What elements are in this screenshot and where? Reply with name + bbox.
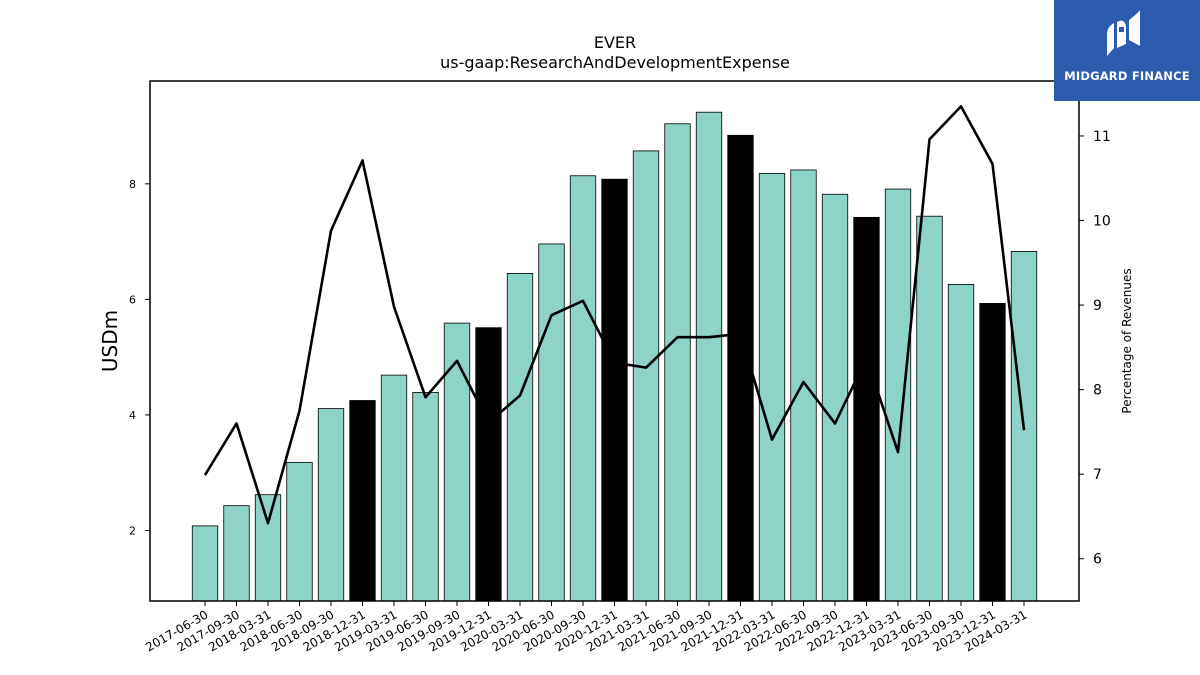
bar-2019-03-31 xyxy=(380,374,408,602)
bar-2021-06-30 xyxy=(664,123,691,602)
midgard-finance-logo: MIDGARD FINANCE xyxy=(1054,0,1200,101)
left-axis-ticks: 2 4 6 8 xyxy=(129,178,150,538)
y-axis-label: USDm xyxy=(98,310,122,372)
bar-2021-03-31 xyxy=(632,150,660,602)
bar-2020-03-31 xyxy=(506,272,534,602)
bar-2019-06-30 xyxy=(412,392,439,602)
bar-2022-09-30 xyxy=(821,193,849,602)
right-tick-label: 6 xyxy=(1093,552,1102,568)
bar-2018-12-31 xyxy=(349,400,376,602)
bar-2020-09-30 xyxy=(569,175,597,602)
left-tick-label: 2 xyxy=(129,525,136,538)
ratio-line xyxy=(203,105,1026,525)
bar-2019-09-30 xyxy=(443,322,471,602)
bar-2023-09-30 xyxy=(947,283,975,602)
bar-2022-03-31 xyxy=(758,173,786,602)
left-tick-label: 4 xyxy=(129,409,136,422)
chart-title: EVER xyxy=(594,33,636,52)
right-tick-label: 8 xyxy=(1093,383,1102,399)
right-tick-label: 7 xyxy=(1093,467,1102,483)
bar-2017-06-30 xyxy=(191,525,219,602)
y2-axis-label: Percentage of Revenues xyxy=(1120,268,1134,413)
left-tick-label: 6 xyxy=(129,293,136,306)
bar-2021-09-30 xyxy=(695,111,723,602)
bar-group xyxy=(191,111,1038,602)
bar-2017-09-30 xyxy=(223,505,250,602)
right-tick-label: 9 xyxy=(1093,298,1102,314)
bar-2020-12-31 xyxy=(601,178,628,602)
bar-2023-12-31 xyxy=(979,303,1006,602)
right-tick-label: 11 xyxy=(1093,129,1111,145)
left-tick-label: 8 xyxy=(129,178,136,191)
logo-text: MIDGARD FINANCE xyxy=(1064,69,1190,83)
bar-2018-03-31 xyxy=(254,494,282,602)
bar-2022-12-31 xyxy=(853,216,880,602)
midgard-logo-icon xyxy=(1107,10,1140,56)
bar-2021-12-31 xyxy=(727,134,754,602)
bar-2023-03-31 xyxy=(884,188,912,602)
bar-2023-06-30 xyxy=(916,215,943,602)
x-axis-ticks: 2017-06-302017-09-302018-03-312018-06-30… xyxy=(143,601,1030,654)
chart-subtitle: us-gaap:ResearchAndDevelopmentExpense xyxy=(440,53,790,72)
right-axis-ticks: 6 7 8 9 10 11 xyxy=(1079,129,1111,568)
bar-2020-06-30 xyxy=(538,243,565,602)
bar-2018-06-30 xyxy=(286,461,313,602)
bar-2022-06-30 xyxy=(790,169,817,602)
bar-2018-09-30 xyxy=(317,408,345,602)
bar-2019-12-31 xyxy=(475,327,502,602)
right-tick-label: 10 xyxy=(1093,214,1111,230)
